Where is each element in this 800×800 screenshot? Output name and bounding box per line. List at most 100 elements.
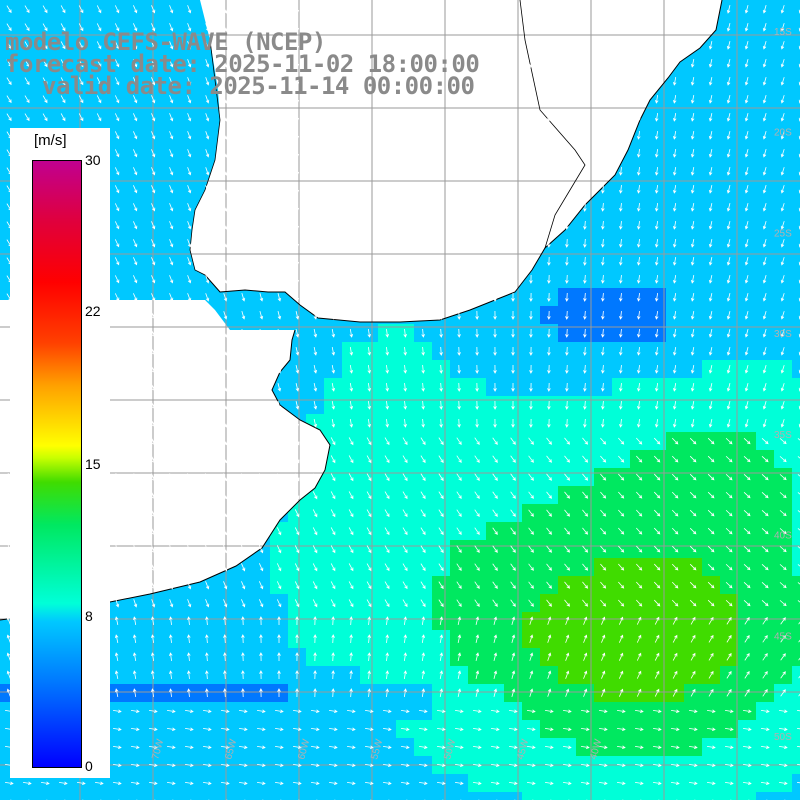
wind-arrow <box>457 346 461 356</box>
wind-arrow <box>439 292 443 302</box>
wind-arrow <box>223 221 228 230</box>
wind-arrow <box>187 311 192 320</box>
wind-arrow <box>223 239 228 248</box>
wind-arrow <box>313 275 318 284</box>
wind-arrow <box>277 257 282 266</box>
wind-arrow <box>637 310 641 320</box>
wind-cell <box>792 612 800 630</box>
wind-arrow <box>133 41 138 50</box>
wind-arrow <box>708 113 713 122</box>
wind-arrow <box>439 76 443 86</box>
wind-arrow <box>744 95 749 104</box>
wind-arrow <box>780 95 785 104</box>
wind-arrow <box>151 275 156 284</box>
wind-arrow <box>205 293 210 302</box>
wind-arrow <box>241 239 246 248</box>
wind-arrow <box>457 130 461 140</box>
wind-cell <box>360 792 378 800</box>
wind-cell <box>684 792 702 800</box>
wind-arrow <box>565 328 569 338</box>
wind-arrow <box>223 131 228 140</box>
wind-arrow <box>114 23 120 32</box>
wind-arrow <box>421 256 425 266</box>
wind-arrow <box>744 275 749 284</box>
wind-arrow <box>762 185 767 194</box>
wind-arrow <box>457 94 461 104</box>
wind-arrow <box>493 148 497 158</box>
wind-arrow <box>619 40 623 50</box>
wind-arrow <box>367 40 372 50</box>
wind-arrow <box>331 292 336 302</box>
wind-arrow <box>295 185 300 194</box>
wind-arrow <box>421 4 425 14</box>
wind-arrow <box>295 311 300 320</box>
wind-arrow <box>439 148 443 158</box>
wind-arrow <box>475 328 479 338</box>
wind-arrow <box>654 184 659 194</box>
wind-arrow <box>205 311 210 320</box>
wind-arrow <box>637 148 641 158</box>
wind-arrow <box>169 5 174 14</box>
wind-arrow <box>241 221 246 230</box>
wind-arrow <box>367 76 372 86</box>
wind-arrow <box>762 5 767 14</box>
wind-arrow <box>457 328 461 338</box>
wind-arrow <box>151 95 156 104</box>
wind-arrow <box>744 293 749 302</box>
wind-arrow <box>708 293 713 302</box>
wind-arrow <box>493 256 497 266</box>
wind-arrow <box>277 347 282 356</box>
wind-arrow <box>421 310 425 320</box>
wind-arrow <box>42 5 48 14</box>
wind-arrow <box>637 130 641 140</box>
wind-arrow <box>24 113 30 122</box>
wind-arrow <box>457 202 461 212</box>
wind-arrow <box>223 347 228 356</box>
wind-cell <box>792 0 800 18</box>
wind-arrow <box>439 22 443 32</box>
wind-arrow <box>295 167 300 176</box>
wind-arrow <box>493 238 497 248</box>
wind-cell <box>792 126 800 144</box>
wind-arrow <box>511 310 515 320</box>
wind-arrow <box>169 293 174 302</box>
wind-cell <box>792 378 800 396</box>
wind-arrow <box>690 131 695 140</box>
wind-arrow <box>421 94 425 104</box>
wind-cell <box>504 792 522 800</box>
wind-arrow <box>619 22 623 32</box>
wind-arrow <box>78 95 84 104</box>
wind-arrow <box>403 4 407 14</box>
wind-arrow <box>547 202 551 212</box>
wind-arrow <box>744 167 749 176</box>
wind-arrow <box>637 112 641 122</box>
wind-arrow <box>565 184 569 194</box>
latitude-label: 20S <box>774 128 792 139</box>
wind-arrow <box>475 166 479 176</box>
wind-arrow <box>295 221 300 230</box>
wind-arrow <box>223 311 228 320</box>
wind-arrow <box>511 220 515 230</box>
wind-arrow <box>151 41 156 50</box>
wind-cell <box>630 792 648 800</box>
wind-cell <box>792 774 800 792</box>
wind-arrow <box>493 76 497 86</box>
wind-arrow <box>295 113 300 122</box>
wind-arrow <box>151 185 156 194</box>
wind-arrow <box>367 94 372 104</box>
wind-arrow <box>313 77 318 86</box>
wind-arrow <box>187 347 192 356</box>
wind-cell <box>774 792 792 800</box>
wind-arrow <box>619 220 623 230</box>
wind-arrow <box>78 113 84 122</box>
wind-arrow <box>187 185 192 194</box>
wind-arrow <box>78 41 84 50</box>
wind-arrow <box>547 58 551 68</box>
wind-arrow <box>223 95 228 104</box>
wind-arrow <box>421 220 425 230</box>
wind-arrow <box>241 185 246 194</box>
wind-arrow <box>529 238 533 248</box>
wind-cell <box>126 792 144 800</box>
wind-arrow <box>421 58 425 68</box>
wind-arrow <box>744 113 749 122</box>
